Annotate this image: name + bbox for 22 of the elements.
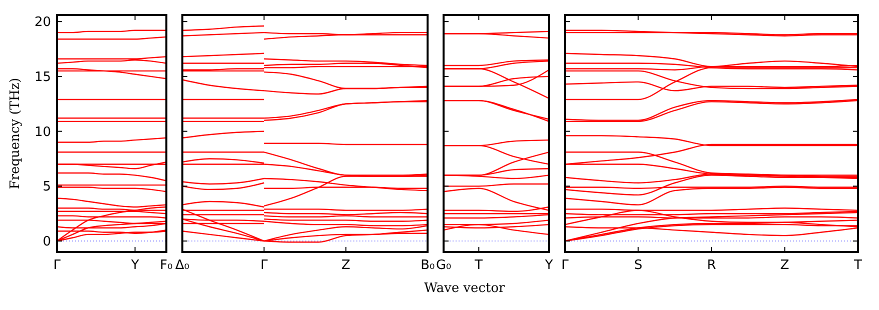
x-tick-label: Y [544, 258, 553, 273]
y-tick-label: 0 [42, 234, 51, 250]
x-tick-label: S [634, 258, 642, 273]
y-tick-label: 5 [42, 180, 51, 195]
x-tick-label: Γ [561, 258, 570, 273]
x-tick-label: T [853, 258, 862, 273]
x-axis-title: Wave vector [424, 281, 506, 296]
x-tick-label: Δ₀ [175, 258, 190, 273]
x-tick-label: Γ [53, 258, 62, 273]
x-tick-label: Y [130, 258, 140, 273]
x-tick-label: B₀ [420, 258, 435, 273]
y-tick-label: 20 [34, 15, 51, 30]
x-tick-label: R [706, 258, 716, 273]
x-tick-label: F₀ [160, 258, 173, 273]
x-tick-label: T [474, 258, 483, 273]
x-tick-label: Z [780, 258, 790, 273]
y-tick-label: 10 [34, 124, 51, 140]
x-tick-label: Γ [260, 258, 268, 273]
x-tick-label: G₀ [436, 258, 452, 273]
y-tick-label: 15 [34, 70, 51, 85]
x-tick-label: Z [341, 258, 350, 273]
y-axis-title: Frequency (THz) [8, 78, 23, 190]
